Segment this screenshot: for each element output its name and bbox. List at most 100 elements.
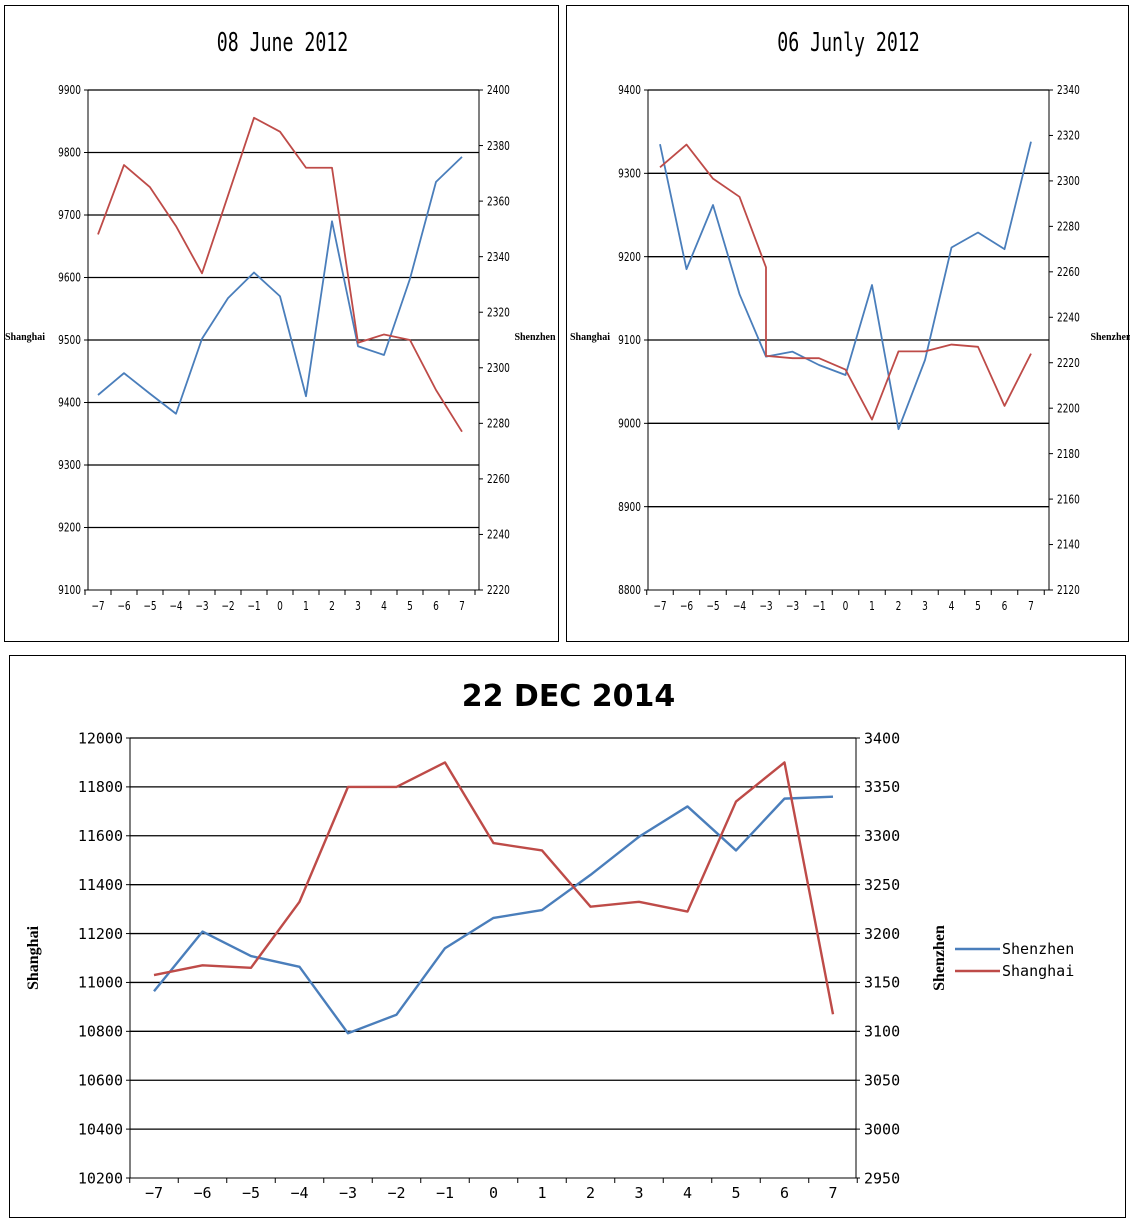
shenzhen-series-line <box>153 795 834 1035</box>
x-axis-tick-label: −3 <box>786 600 799 614</box>
x-axis-tick-label: −4 <box>290 1184 308 1202</box>
right-axis-tick-label: 2380 <box>487 140 510 154</box>
x-axis-tick-label: −5 <box>143 600 156 614</box>
right-axis-tick-label: 3100 <box>864 1023 900 1041</box>
right-axis-tick-label: 3000 <box>864 1120 900 1138</box>
right-axis-tick-label: 2950 <box>864 1169 900 1187</box>
chart-july-2012: 06 Junly 2012 8800 8900 9000 9100 9200 9300 940… <box>570 28 1130 614</box>
left-axis-title: Shanghai <box>570 332 610 343</box>
right-axis-tick-label: 2400 <box>487 84 510 98</box>
left-axis-tick-label: 11200 <box>78 925 123 943</box>
left-axis-tick-label: 9300 <box>618 167 641 181</box>
right-axis-tick-label: 3150 <box>864 974 900 992</box>
right-axis-tick-label: 2140 <box>1057 539 1080 553</box>
chart-dec-2014: 22 DEC 201410200104001060010800110001120… <box>25 679 1074 1202</box>
x-axis-tick-label: −7 <box>145 1184 163 1202</box>
left-axis-tick-label: 12000 <box>78 729 123 747</box>
x-axis-tick-label: 5 <box>731 1184 740 1202</box>
right-axis-tick-label: 2300 <box>1057 175 1080 189</box>
x-axis-tick-label: 6 <box>780 1184 789 1202</box>
x-axis-tick-label: 0 <box>843 600 849 614</box>
x-axis-tick-label: −6 <box>117 600 130 614</box>
left-axis-tick-label: 9800 <box>58 147 81 161</box>
x-axis-tick-label: −1 <box>436 1184 454 1202</box>
chart-panel-dec-2014: 22 DEC 2014 10200 10400 10600 10800 11000 1120… <box>9 655 1126 1218</box>
x-axis-tick-label: 4 <box>381 600 387 614</box>
right-axis-tick-label: 2200 <box>1057 402 1080 416</box>
left-axis-tick-label: 10800 <box>78 1023 123 1041</box>
right-axis-tick-label: 3400 <box>864 729 900 747</box>
x-axis-tick-label: 3 <box>922 600 928 614</box>
x-axis-tick-label: −2 <box>387 1184 405 1202</box>
left-axis-tick-label: 9300 <box>58 459 81 473</box>
x-axis-tick-label: 1 <box>537 1184 546 1202</box>
left-axis-tick-label: 9500 <box>58 334 81 348</box>
right-axis-tick-label: 2320 <box>487 306 510 320</box>
x-axis-tick-label: 3 <box>355 600 361 614</box>
right-axis-tick-label: 2320 <box>1057 129 1080 143</box>
left-axis-title: Shanghai <box>5 332 45 343</box>
x-axis-tick-label: 0 <box>489 1184 498 1202</box>
blue-series-line <box>97 156 463 415</box>
right-axis-tick-label: 3250 <box>864 876 900 894</box>
red-series-line <box>97 116 463 433</box>
right-axis-tick-label: 2240 <box>1057 311 1080 325</box>
x-axis-tick-label: −3 <box>339 1184 357 1202</box>
x-axis-tick-label: 1 <box>869 600 875 614</box>
left-axis-tick-label: 11000 <box>78 974 123 992</box>
x-axis-tick-label: 7 <box>1028 600 1034 614</box>
legend-label-shanghai: Shanghai <box>1002 962 1074 980</box>
right-axis-tick-label: 2240 <box>487 528 510 542</box>
left-axis-tick-label: 9200 <box>618 251 641 265</box>
x-axis-tick-label: −2 <box>221 600 234 614</box>
chart-title: 06 Junly 2012 <box>777 28 919 58</box>
chart-june-2012: 08 June 2012 9100 9200 9300 9400 9500 9600 9700… <box>5 28 556 614</box>
right-axis-tick-label: 2260 <box>487 473 510 487</box>
x-axis-tick-label: −6 <box>680 600 693 614</box>
right-axis-tick-label: 2360 <box>487 195 510 209</box>
x-axis-tick-label: 1 <box>303 600 309 614</box>
left-axis-tick-label: 9000 <box>618 417 641 431</box>
right-axis-title: Shenzhen <box>1090 332 1130 343</box>
x-axis-tick-label: −3 <box>759 600 772 614</box>
x-axis-tick-label: 7 <box>828 1184 837 1202</box>
chart-title: 08 June 2012 <box>217 28 348 58</box>
x-axis-tick-label: −5 <box>242 1184 260 1202</box>
x-axis-tick-label: −6 <box>193 1184 211 1202</box>
right-axis-tick-label: 2120 <box>1057 584 1080 598</box>
x-axis-tick-label: −4 <box>169 600 182 614</box>
right-axis-tick-label: 2300 <box>487 362 510 376</box>
x-axis-tick-label: 4 <box>949 600 955 614</box>
chart-title: 22 DEC 2014 <box>462 679 676 714</box>
x-axis-tick-label: 2 <box>329 600 335 614</box>
x-axis-tick-label: −7 <box>653 600 666 614</box>
x-axis-tick-label: −1 <box>247 600 260 614</box>
chart-panel-june-2012: 08 June 2012 9100 9200 9300 9400 9500 9600 9700… <box>4 5 559 642</box>
x-axis-tick-label: 2 <box>586 1184 595 1202</box>
x-axis-tick-label: 0 <box>277 600 283 614</box>
x-axis-tick-label: 6 <box>1002 600 1008 614</box>
right-axis-tick-label: 2180 <box>1057 448 1080 462</box>
chart-panel-july-2012: 06 Junly 2012 8800 8900 9000 9100 9200 9300 940… <box>566 5 1130 642</box>
left-axis-tick-label: 10600 <box>78 1071 123 1089</box>
left-axis-tick-label: 8800 <box>618 584 641 598</box>
right-axis-tick-label: 2280 <box>487 417 510 431</box>
left-axis-tick-label: 9200 <box>58 522 81 536</box>
x-axis-tick-label: 2 <box>896 600 902 614</box>
right-axis-tick-label: 2160 <box>1057 493 1080 507</box>
right-axis-title: Shenzhen <box>931 925 948 991</box>
left-axis-tick-label: 8900 <box>618 501 641 515</box>
left-axis-tick-label: 9400 <box>58 397 81 411</box>
left-axis-tick-label: 11600 <box>78 827 123 845</box>
left-axis-tick-label: 11400 <box>78 876 123 894</box>
left-axis-tick-label: 9600 <box>58 272 81 286</box>
left-axis-tick-label: 9700 <box>58 209 81 223</box>
red-series-line <box>659 143 1032 421</box>
legend-label-shenzhen: Shenzhen <box>1002 940 1074 958</box>
right-axis-tick-label: 3300 <box>864 827 900 845</box>
right-axis-tick-label: 2280 <box>1057 220 1080 234</box>
right-axis-tick-label: 3350 <box>864 778 900 796</box>
x-axis-tick-label: 6 <box>433 600 439 614</box>
left-axis-tick-label: 10200 <box>78 1169 123 1187</box>
x-axis-tick-label: 5 <box>407 600 413 614</box>
